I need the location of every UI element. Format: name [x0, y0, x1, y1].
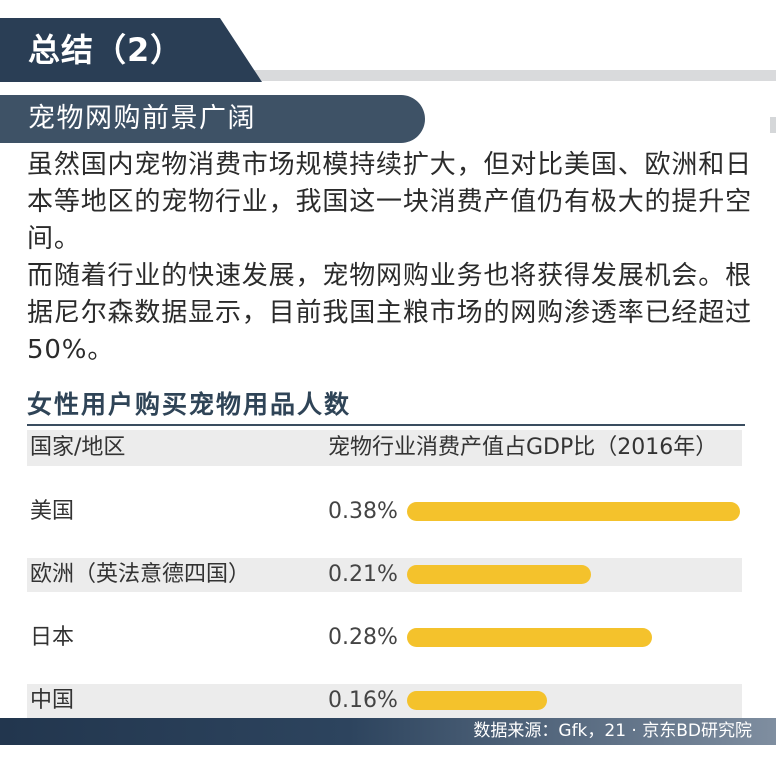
paragraph-1: 虽然国内宠物消费市场规模持续扩大，但对比美国、欧洲和日本等地区的宠物行业，我国这… — [27, 150, 752, 254]
category-label-europe: 欧洲（英法意德四国） — [30, 562, 251, 587]
category-column-header: 国家/地区 — [30, 435, 126, 460]
table-row-europe: 欧洲（英法意德四国） 0.21% — [27, 558, 742, 592]
page-title: 总结（2） — [28, 31, 184, 69]
value-label-china: 0.16% — [328, 688, 398, 713]
chart-title-rule — [27, 424, 745, 426]
body-text: 虽然国内宠物消费市场规模持续扩大，但对比美国、欧洲和日本等地区的宠物行业，我国这… — [27, 147, 757, 369]
header-navy-shape — [0, 18, 262, 82]
paragraph-2: 而随着行业的快速发展，宠物网购业务也将获得发展机会。根据尼尔森数据显示，目前我国… — [27, 261, 752, 365]
section-banner: 宠物网购前景广阔 — [0, 95, 425, 143]
bar-europe — [407, 565, 592, 584]
bar-china — [407, 691, 548, 710]
value-label-europe: 0.21% — [328, 562, 398, 587]
value-label-usa: 0.38% — [328, 499, 398, 524]
header-banner — [0, 18, 776, 82]
bar-table: 国家/地区 宠物行业消费产值占GDP比（2016年） 美国 0.38% 欧洲（英… — [27, 430, 742, 718]
table-header-row: 国家/地区 宠物行业消费产值占GDP比（2016年） — [27, 430, 742, 466]
footer-bar: 数据来源：Gfk，21 · 京东BD研究院 — [0, 718, 776, 745]
table-row-japan: 日本 0.28% — [27, 621, 742, 655]
data-source: 数据来源：Gfk，21 · 京东BD研究院 — [473, 721, 752, 741]
table-row-china: 中国 0.16% — [27, 684, 742, 718]
category-label-usa: 美国 — [30, 499, 75, 524]
value-label-japan: 0.28% — [328, 625, 398, 650]
category-label-japan: 日本 — [30, 625, 75, 650]
section-title: 宠物网购前景广阔 — [28, 103, 256, 134]
bar-usa — [407, 502, 740, 521]
category-label-china: 中国 — [30, 688, 75, 713]
table-row-usa: 美国 0.38% — [27, 495, 742, 529]
edge-marker — [770, 117, 776, 133]
header-gray-strip — [236, 70, 776, 81]
chart-title: 女性用户购买宠物用品人数 — [27, 390, 352, 419]
bar-japan — [407, 628, 653, 647]
value-column-header: 宠物行业消费产值占GDP比（2016年） — [328, 435, 718, 460]
